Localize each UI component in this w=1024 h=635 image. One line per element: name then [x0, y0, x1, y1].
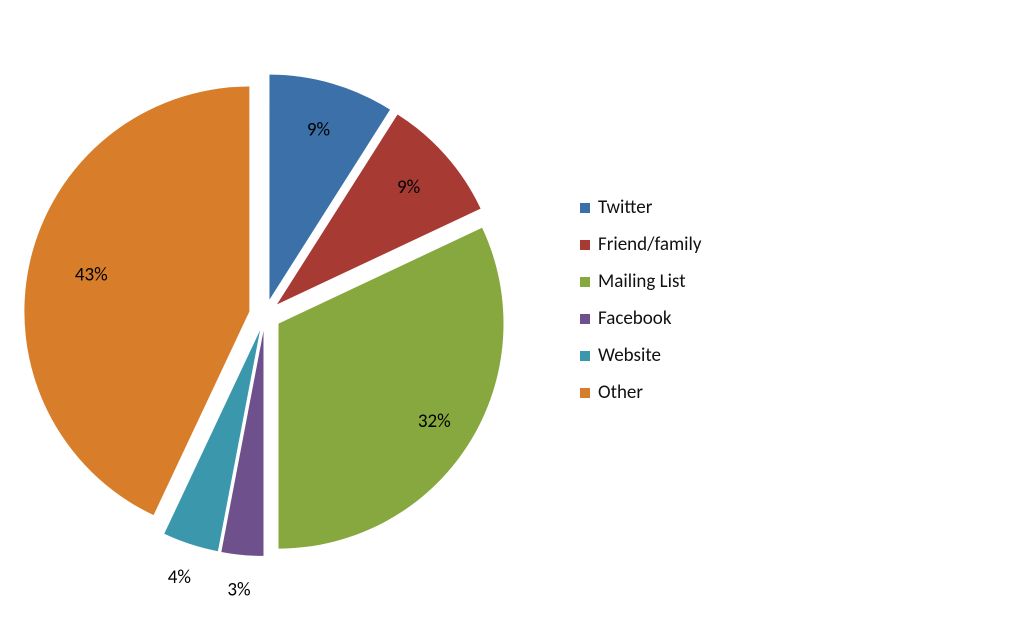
- legend-swatch: [580, 203, 590, 213]
- legend-label: Friend/family: [598, 233, 702, 256]
- slice-percent-label: 9%: [397, 176, 420, 199]
- legend-label: Twitter: [598, 196, 652, 219]
- legend-label: Other: [598, 381, 643, 404]
- legend-label: Mailing List: [598, 270, 686, 293]
- slice-percent-label: 3%: [227, 578, 250, 601]
- legend-swatch: [580, 277, 590, 287]
- pie-chart-svg: 9% 9% 32% 3% 4% 43%: [0, 0, 1024, 635]
- legend-label: Website: [598, 344, 661, 367]
- legend-item: Facebook: [580, 307, 702, 330]
- legend-swatch: [580, 351, 590, 361]
- legend-item: Website: [580, 344, 702, 367]
- slice-percent-label: 32%: [418, 410, 451, 433]
- legend: Twitter Friend/family Mailing List Facebook…: [580, 196, 702, 418]
- legend-label: Facebook: [598, 307, 671, 330]
- legend-swatch: [580, 240, 590, 250]
- legend-item: Friend/family: [580, 233, 702, 256]
- pie-chart-container: 9% 9% 32% 3% 4% 43% Twitter Friend/family Maili…: [0, 0, 1024, 635]
- legend-item: Mailing List: [580, 270, 702, 293]
- legend-swatch: [580, 388, 590, 398]
- legend-item: Other: [580, 381, 702, 404]
- slice-percent-label: 4%: [168, 566, 191, 589]
- legend-item: Twitter: [580, 196, 702, 219]
- slice-percent-label: 43%: [75, 264, 108, 287]
- slice-percent-label: 9%: [307, 119, 330, 142]
- legend-swatch: [580, 314, 590, 324]
